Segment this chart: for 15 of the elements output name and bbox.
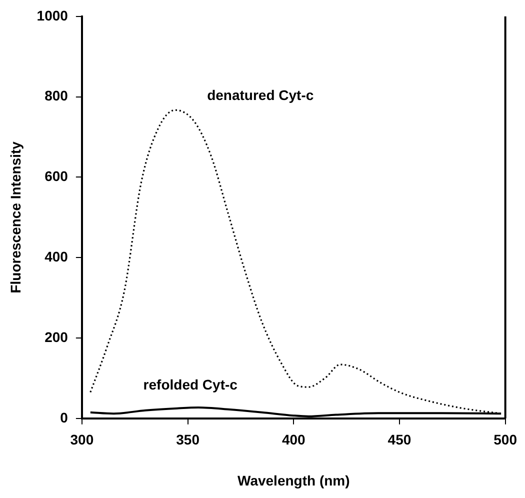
x-tick-label: 400 bbox=[282, 432, 306, 448]
x-tick-label: 350 bbox=[176, 432, 200, 448]
series-label: denatured Cyt-c bbox=[207, 87, 314, 104]
x-tick-label: 500 bbox=[494, 432, 518, 448]
x-axis-title: Wavelength (nm) bbox=[238, 472, 350, 488]
y-tick-label: 400 bbox=[44, 248, 68, 264]
x-tick-label: 300 bbox=[70, 432, 94, 448]
y-tick-label: 200 bbox=[44, 328, 68, 345]
y-tick-label: 600 bbox=[44, 168, 68, 184]
y-tick-label: 1000 bbox=[36, 7, 68, 24]
series-label: refolded Cyt-c bbox=[143, 376, 238, 393]
y-axis-title: Fluorescence Intensity bbox=[7, 141, 24, 294]
x-tick-label: 450 bbox=[388, 432, 412, 448]
y-tick-label: 0 bbox=[60, 409, 68, 426]
y-tick-label: 800 bbox=[44, 88, 68, 104]
